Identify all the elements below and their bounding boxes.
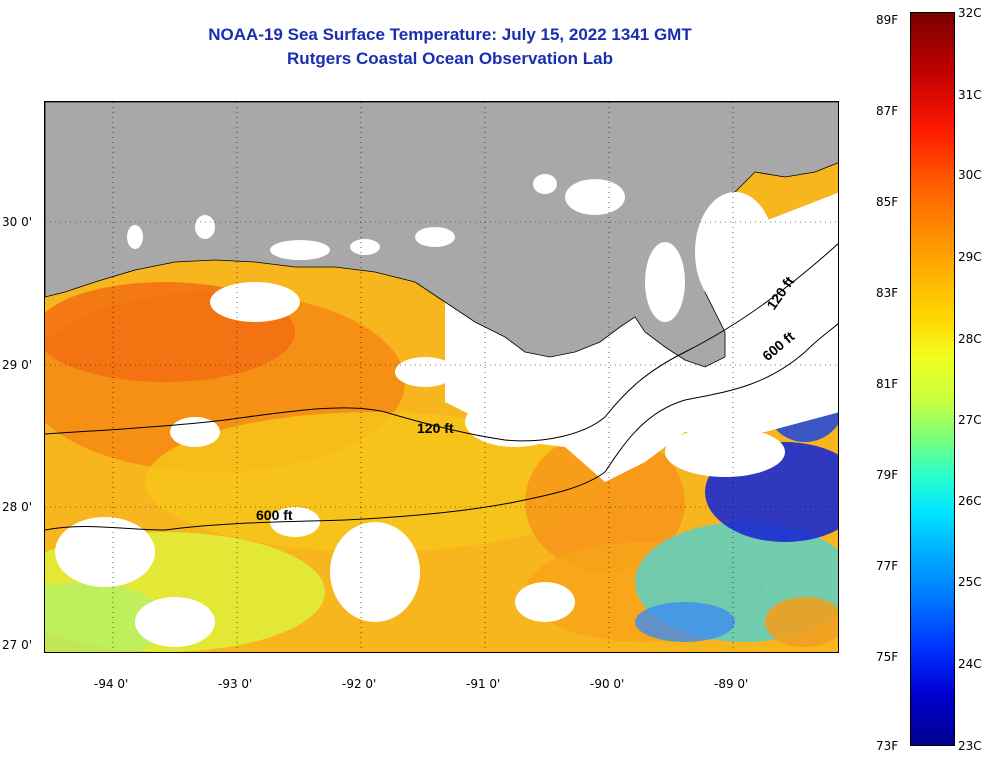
colorbar-f-label: 83F xyxy=(876,286,899,300)
colorbar-f-label: 79F xyxy=(876,468,899,482)
map-title: NOAA-19 Sea Surface Temperature: July 15… xyxy=(208,25,692,44)
sst-map-canvas xyxy=(45,102,838,652)
sst-map xyxy=(44,101,839,653)
lat-label-29: 29 0' xyxy=(2,358,33,372)
colorbar-c-label: 25C xyxy=(958,575,982,589)
temperature-colorbar xyxy=(910,12,955,746)
lon-label-92: -92 0' xyxy=(342,677,377,691)
colorbar-f-label: 73F xyxy=(876,739,899,753)
colorbar-f-label: 75F xyxy=(876,650,899,664)
colorbar-c-label: 24C xyxy=(958,657,982,671)
colorbar-c-label: 29C xyxy=(958,250,982,264)
colorbar-f-label: 85F xyxy=(876,195,899,209)
colorbar-c-label: 28C xyxy=(958,332,982,346)
map-subtitle: Rutgers Coastal Ocean Observation Lab xyxy=(287,49,613,68)
colorbar-f-label: 87F xyxy=(876,104,899,118)
contour-label-600ft-west: 600 ft xyxy=(256,507,293,523)
colorbar-c-label: 31C xyxy=(958,88,982,102)
graticule xyxy=(45,102,838,652)
lat-label-30: 30 0' xyxy=(2,215,33,229)
lat-label-27: 27 0' xyxy=(2,638,33,652)
lon-label-91: -91 0' xyxy=(466,677,501,691)
colorbar-c-label: 30C xyxy=(958,168,982,182)
lon-label-90: -90 0' xyxy=(590,677,625,691)
colorbar-c-label: 32C xyxy=(958,6,982,20)
contour-600ft xyxy=(45,323,838,531)
lon-label-94: -94 0' xyxy=(94,677,129,691)
colorbar-f-label: 81F xyxy=(876,377,899,391)
colorbar-f-label: 89F xyxy=(876,13,899,27)
contour-120ft xyxy=(45,243,838,442)
lon-label-93: -93 0' xyxy=(218,677,253,691)
colorbar-c-label: 26C xyxy=(958,494,982,508)
colorbar-c-label: 23C xyxy=(958,739,982,753)
lon-label-89: -89 0' xyxy=(714,677,749,691)
lat-label-28: 28 0' xyxy=(2,500,33,514)
contour-label-120ft-west: 120 ft xyxy=(417,420,454,436)
colorbar-c-label: 27C xyxy=(958,413,982,427)
depth-contours xyxy=(45,243,838,531)
colorbar-f-label: 77F xyxy=(876,559,899,573)
